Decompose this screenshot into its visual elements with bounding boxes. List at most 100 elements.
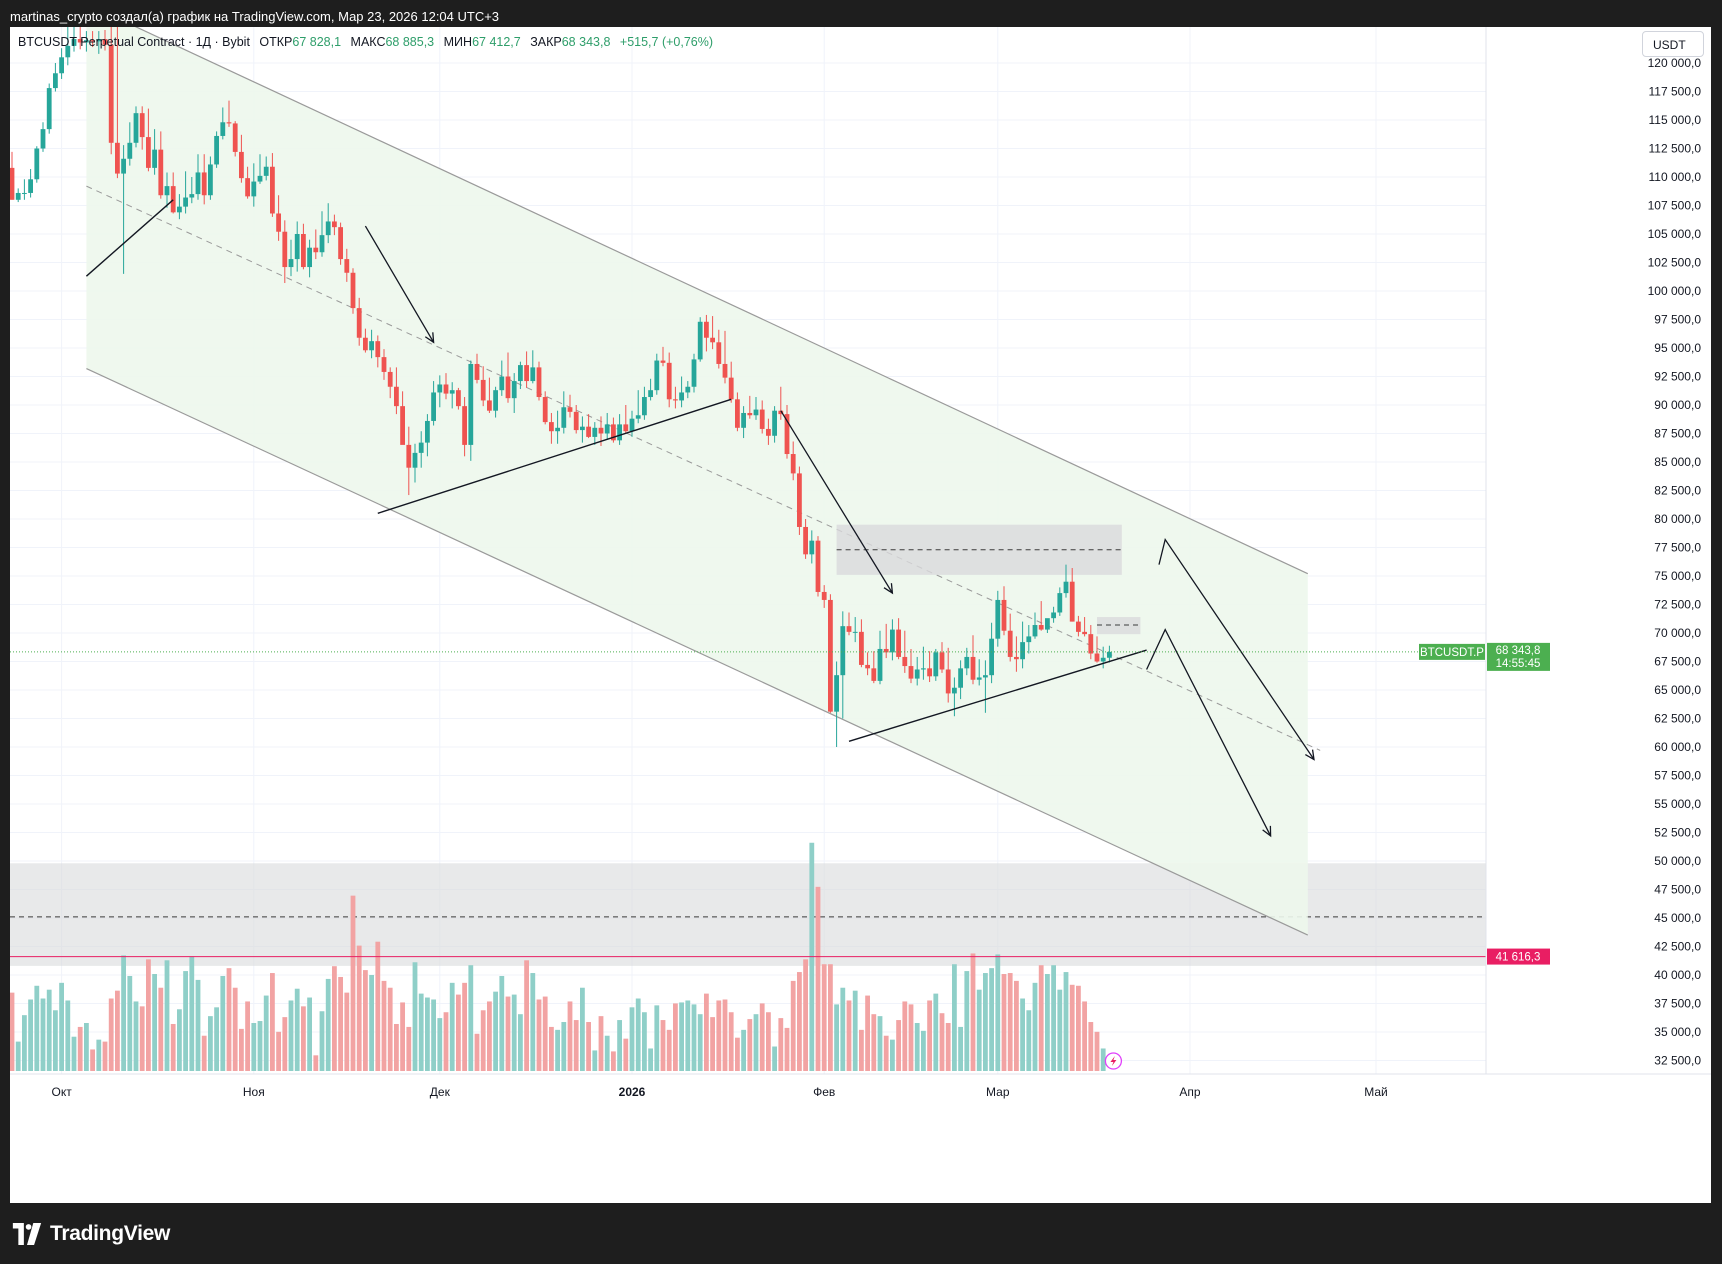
candle-body xyxy=(697,321,703,360)
candle-body xyxy=(344,259,350,273)
candle-body xyxy=(480,379,486,401)
volume-bar xyxy=(914,1023,920,1071)
price-tick-label: 32 500,0 xyxy=(1654,1054,1701,1068)
volume-bar xyxy=(927,1000,932,1071)
volume-bar xyxy=(1051,965,1056,1071)
candle-body xyxy=(301,234,306,268)
candle-body xyxy=(586,426,591,437)
candle-body xyxy=(319,235,325,253)
volume-bar xyxy=(654,1005,660,1071)
volume-bar xyxy=(710,1017,715,1071)
time-tick-label: Фев xyxy=(813,1085,835,1099)
volume-bar xyxy=(834,1004,839,1071)
candle-body xyxy=(741,412,746,428)
volume-bar xyxy=(518,1014,523,1071)
volume-bar xyxy=(425,997,430,1071)
price-axis: 120 000,0 117 500,0 115 000,0 112 500,0 110 … xyxy=(1648,56,1702,1068)
volume-bar xyxy=(1100,1048,1106,1071)
candle-body xyxy=(195,172,201,195)
price-chart[interactable]: 120 000,0 117 500,0 115 000,0 112 500,0 110 … xyxy=(10,27,1711,1203)
candle-body xyxy=(859,631,864,665)
candle-body xyxy=(462,406,467,445)
volume-bar xyxy=(387,987,393,1071)
candle-body xyxy=(325,221,331,236)
volume-bar xyxy=(840,987,846,1071)
volume-bar xyxy=(270,973,275,1071)
volume-bar xyxy=(939,1013,945,1071)
candle-body xyxy=(108,44,114,143)
price-tick-label: 95 000,0 xyxy=(1654,341,1701,355)
volume-bar xyxy=(28,999,33,1071)
time-tick-label: 2026 xyxy=(619,1085,646,1099)
candle-body xyxy=(921,668,926,670)
candle-body xyxy=(865,664,870,669)
candle-body xyxy=(152,149,157,168)
volume-bar xyxy=(598,1016,604,1071)
time-tick-label: Май xyxy=(1364,1085,1388,1099)
volume-bar xyxy=(1007,973,1013,1071)
footer-bar xyxy=(0,1203,1722,1264)
legend-symbol[interactable]: BTCUSDT Perpetual Contract · 1Д · Bybit xyxy=(18,35,250,49)
candle-body xyxy=(1076,621,1081,632)
candle-body xyxy=(288,259,294,268)
candle-body xyxy=(245,178,250,197)
candle-body xyxy=(208,164,213,196)
currency-selector[interactable]: USDT xyxy=(1642,31,1704,57)
candle-body xyxy=(549,422,554,432)
volume-bar xyxy=(456,994,461,1071)
candle-body xyxy=(567,407,573,412)
volume-bar xyxy=(964,971,970,1071)
candle-body xyxy=(1045,618,1050,630)
volume-bar xyxy=(1057,989,1063,1071)
forecast-arrow xyxy=(1146,628,1272,837)
legend-close-value: 68 343,8 xyxy=(561,35,611,49)
candle-body xyxy=(828,599,833,712)
volume-bar xyxy=(350,895,356,1071)
candle-body xyxy=(90,40,95,42)
candle-body xyxy=(555,427,560,432)
price-tick-label: 105 000,0 xyxy=(1648,227,1702,241)
volume-bar xyxy=(852,990,858,1071)
volume-bar xyxy=(778,1018,784,1071)
price-tick-label: 87 500,0 xyxy=(1654,427,1701,441)
candle-body xyxy=(883,648,889,653)
volume-bar xyxy=(449,982,455,1071)
volume-bar xyxy=(549,1026,554,1071)
forecast-arrow xyxy=(364,225,435,343)
alert-price-label: 41 616,3 xyxy=(1496,952,1541,964)
support-trendline xyxy=(377,398,732,514)
volume-bar xyxy=(722,999,728,1071)
candle-body xyxy=(146,137,151,168)
brand-name: TradingView xyxy=(50,1222,171,1245)
volume-bar xyxy=(332,966,337,1071)
support-trendline xyxy=(85,199,174,277)
symbol-tag-bg xyxy=(1419,643,1485,660)
candle-body xyxy=(1020,642,1025,660)
tradingview-logo[interactable]: TradingView xyxy=(12,1220,170,1248)
volume-bar xyxy=(790,980,796,1071)
candle-body xyxy=(1032,625,1038,637)
legend-high-value: 68 885,3 xyxy=(385,35,435,49)
price-tick-label: 77 500,0 xyxy=(1654,541,1701,555)
currency-label: USDT xyxy=(1653,38,1686,52)
forecast-arrow-head xyxy=(424,332,435,344)
volume-bar xyxy=(970,953,976,1071)
candle-body xyxy=(356,308,362,338)
candle-body xyxy=(1001,599,1007,631)
volume-bar xyxy=(412,962,418,1071)
candle-body xyxy=(623,424,629,432)
volume-bar xyxy=(691,1004,697,1071)
volume-bar xyxy=(921,1030,926,1071)
time-axis: Окт Ноя Дек 2026 Фев Мар Апр Май xyxy=(51,1085,1387,1099)
price-tick-label: 60 000,0 xyxy=(1654,740,1701,754)
volume-bar xyxy=(803,959,808,1071)
candle-body xyxy=(766,428,771,436)
volume-bar xyxy=(505,996,511,1071)
forecast-arrow xyxy=(780,410,893,594)
volume-bar xyxy=(214,1007,219,1071)
symbol-tag: BTCUSDT.P xyxy=(1420,647,1484,659)
candle-body xyxy=(493,390,498,411)
volume-bar xyxy=(617,1020,622,1071)
candle-body xyxy=(927,668,932,677)
volume-bar xyxy=(511,994,517,1071)
